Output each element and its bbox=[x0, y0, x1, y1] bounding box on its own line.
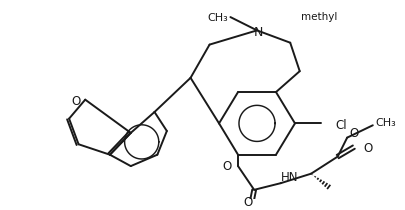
Text: CH₃: CH₃ bbox=[375, 118, 395, 128]
Text: methyl: methyl bbox=[300, 12, 336, 22]
Text: CH₃: CH₃ bbox=[207, 13, 228, 23]
Text: O: O bbox=[71, 95, 80, 108]
Text: HN: HN bbox=[280, 171, 298, 184]
Text: N: N bbox=[254, 26, 263, 39]
Text: O: O bbox=[243, 197, 252, 209]
Text: O: O bbox=[222, 160, 231, 173]
Text: O: O bbox=[348, 127, 358, 140]
Text: Cl: Cl bbox=[335, 119, 347, 132]
Text: O: O bbox=[362, 142, 372, 155]
